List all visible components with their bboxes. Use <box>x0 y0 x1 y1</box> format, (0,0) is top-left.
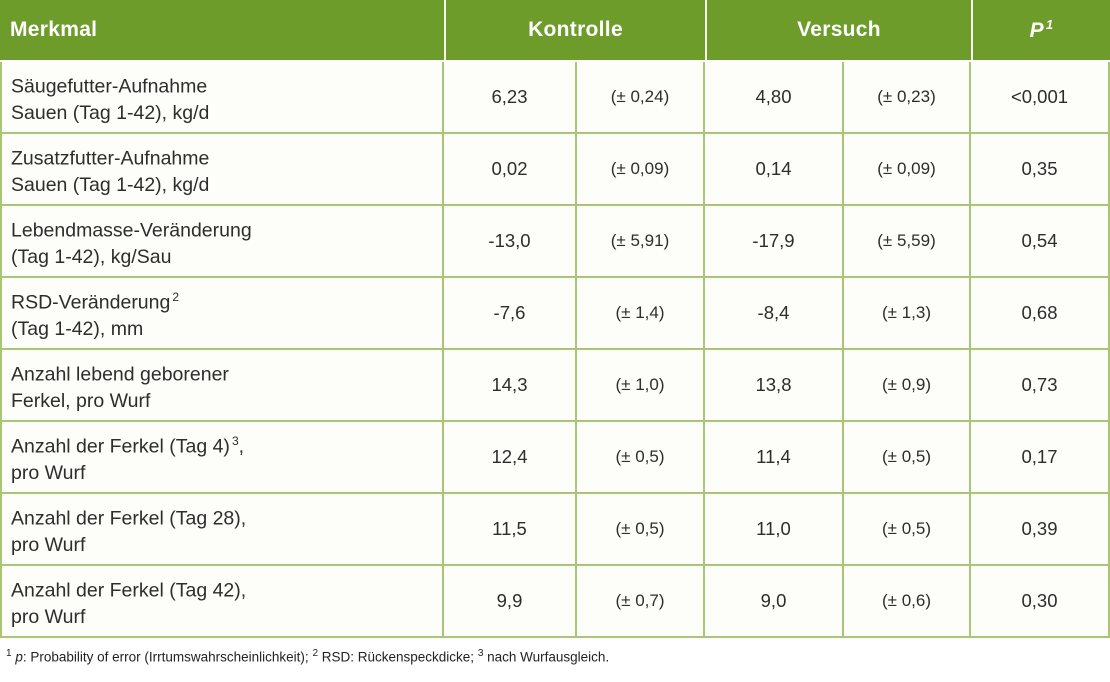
table-row: RSD-Veränderung 2 (Tag 1-42), mm -7,6 (± 1… <box>0 278 1110 350</box>
kontrolle-sd: (± 0,09) <box>577 134 705 206</box>
kontrolle-sd: (± 1,4) <box>577 278 705 350</box>
kontrolle-mean: 6,23 <box>444 62 577 134</box>
versuch-sd: (± 0,09) <box>844 134 972 206</box>
versuch-mean: 4,80 <box>705 62 844 134</box>
kontrolle-sd: (± 0,7) <box>577 566 705 638</box>
versuch-mean: 9,0 <box>705 566 844 638</box>
table-row: Anzahl der Ferkel (Tag 28), pro Wurf 11,5… <box>0 494 1110 566</box>
row-label: Säugefutter-Aufnahme Sauen (Tag 1-42), kg… <box>0 62 444 134</box>
versuch-sd: (± 0,9) <box>844 350 972 422</box>
kontrolle-sd: (± 0,24) <box>577 62 705 134</box>
p-header-superscript: 1 <box>1045 17 1054 32</box>
versuch-mean: 0,14 <box>705 134 844 206</box>
versuch-sd: (± 0,5) <box>844 422 972 494</box>
row-label: Lebendmasse-Veränderung (Tag 1-42), kg/Sa… <box>0 206 444 278</box>
p-value: 0,73 <box>971 350 1110 422</box>
p-value: <0,001 <box>971 62 1110 134</box>
p-value: 0,68 <box>971 278 1110 350</box>
p-value: 0,39 <box>971 494 1110 566</box>
table-row: Lebendmasse-Veränderung (Tag 1-42), kg/Sa… <box>0 206 1110 278</box>
versuch-sd: (± 0,5) <box>844 494 972 566</box>
p-value: 0,17 <box>971 422 1110 494</box>
table-row: Säugefutter-Aufnahme Sauen (Tag 1-42), kg… <box>0 62 1110 134</box>
row-label: Anzahl der Ferkel (Tag 28), pro Wurf <box>0 494 444 566</box>
versuch-mean: 11,4 <box>705 422 844 494</box>
versuch-mean: -17,9 <box>705 206 844 278</box>
row-label: Anzahl der Ferkel (Tag 4) 3, pro Wurf <box>0 422 444 494</box>
versuch-mean: 13,8 <box>705 350 844 422</box>
table-row: Anzahl der Ferkel (Tag 42), pro Wurf 9,9 … <box>0 566 1110 638</box>
row-label: RSD-Veränderung 2 (Tag 1-42), mm <box>0 278 444 350</box>
footnote-superscript-1: 1 <box>6 648 12 659</box>
row-label: Zusatzfutter-Aufnahme Sauen (Tag 1-42), k… <box>0 134 444 206</box>
versuch-sd: (± 5,59) <box>844 206 972 278</box>
table-row: Anzahl der Ferkel (Tag 4) 3, pro Wurf 12,4… <box>0 422 1110 494</box>
kontrolle-mean: 9,9 <box>444 566 577 638</box>
col-header-kontrolle: Kontrolle <box>444 0 705 62</box>
p-value: 0,35 <box>971 134 1110 206</box>
footnote: 1 p: Probability of error (Irrtumswahrsc… <box>6 648 610 665</box>
versuch-sd: (± 0,6) <box>844 566 972 638</box>
kontrolle-mean: 11,5 <box>444 494 577 566</box>
kontrolle-sd: (± 1,0) <box>577 350 705 422</box>
kontrolle-mean: 0,02 <box>444 134 577 206</box>
table-row: Zusatzfutter-Aufnahme Sauen (Tag 1-42), k… <box>0 134 1110 206</box>
row-label: Anzahl lebend geborener Ferkel, pro Wurf <box>0 350 444 422</box>
kontrolle-mean: 14,3 <box>444 350 577 422</box>
footnote-p-symbol: p <box>15 649 23 665</box>
versuch-mean: 11,0 <box>705 494 844 566</box>
kontrolle-mean: -13,0 <box>444 206 577 278</box>
footnote-superscript-3: 3 <box>477 648 484 659</box>
versuch-sd: (± 1,3) <box>844 278 972 350</box>
versuch-sd: (± 0,23) <box>844 62 972 134</box>
col-header-versuch: Versuch <box>705 0 972 62</box>
col-header-merkmal: Merkmal <box>0 0 444 62</box>
p-header-label: P <box>1029 19 1044 42</box>
footnote-superscript-2: 2 <box>312 648 318 659</box>
kontrolle-sd: (± 0,5) <box>577 494 705 566</box>
row-label: Anzahl der Ferkel (Tag 42), pro Wurf <box>0 566 444 638</box>
p-value: 0,30 <box>971 566 1110 638</box>
kontrolle-mean: 12,4 <box>444 422 577 494</box>
table-row: Anzahl lebend geborener Ferkel, pro Wurf … <box>0 350 1110 422</box>
versuch-mean: -8,4 <box>705 278 844 350</box>
kontrolle-sd: (± 5,91) <box>577 206 705 278</box>
kontrolle-sd: (± 0,5) <box>577 422 705 494</box>
p-value: 0,54 <box>971 206 1110 278</box>
kontrolle-mean: -7,6 <box>444 278 577 350</box>
